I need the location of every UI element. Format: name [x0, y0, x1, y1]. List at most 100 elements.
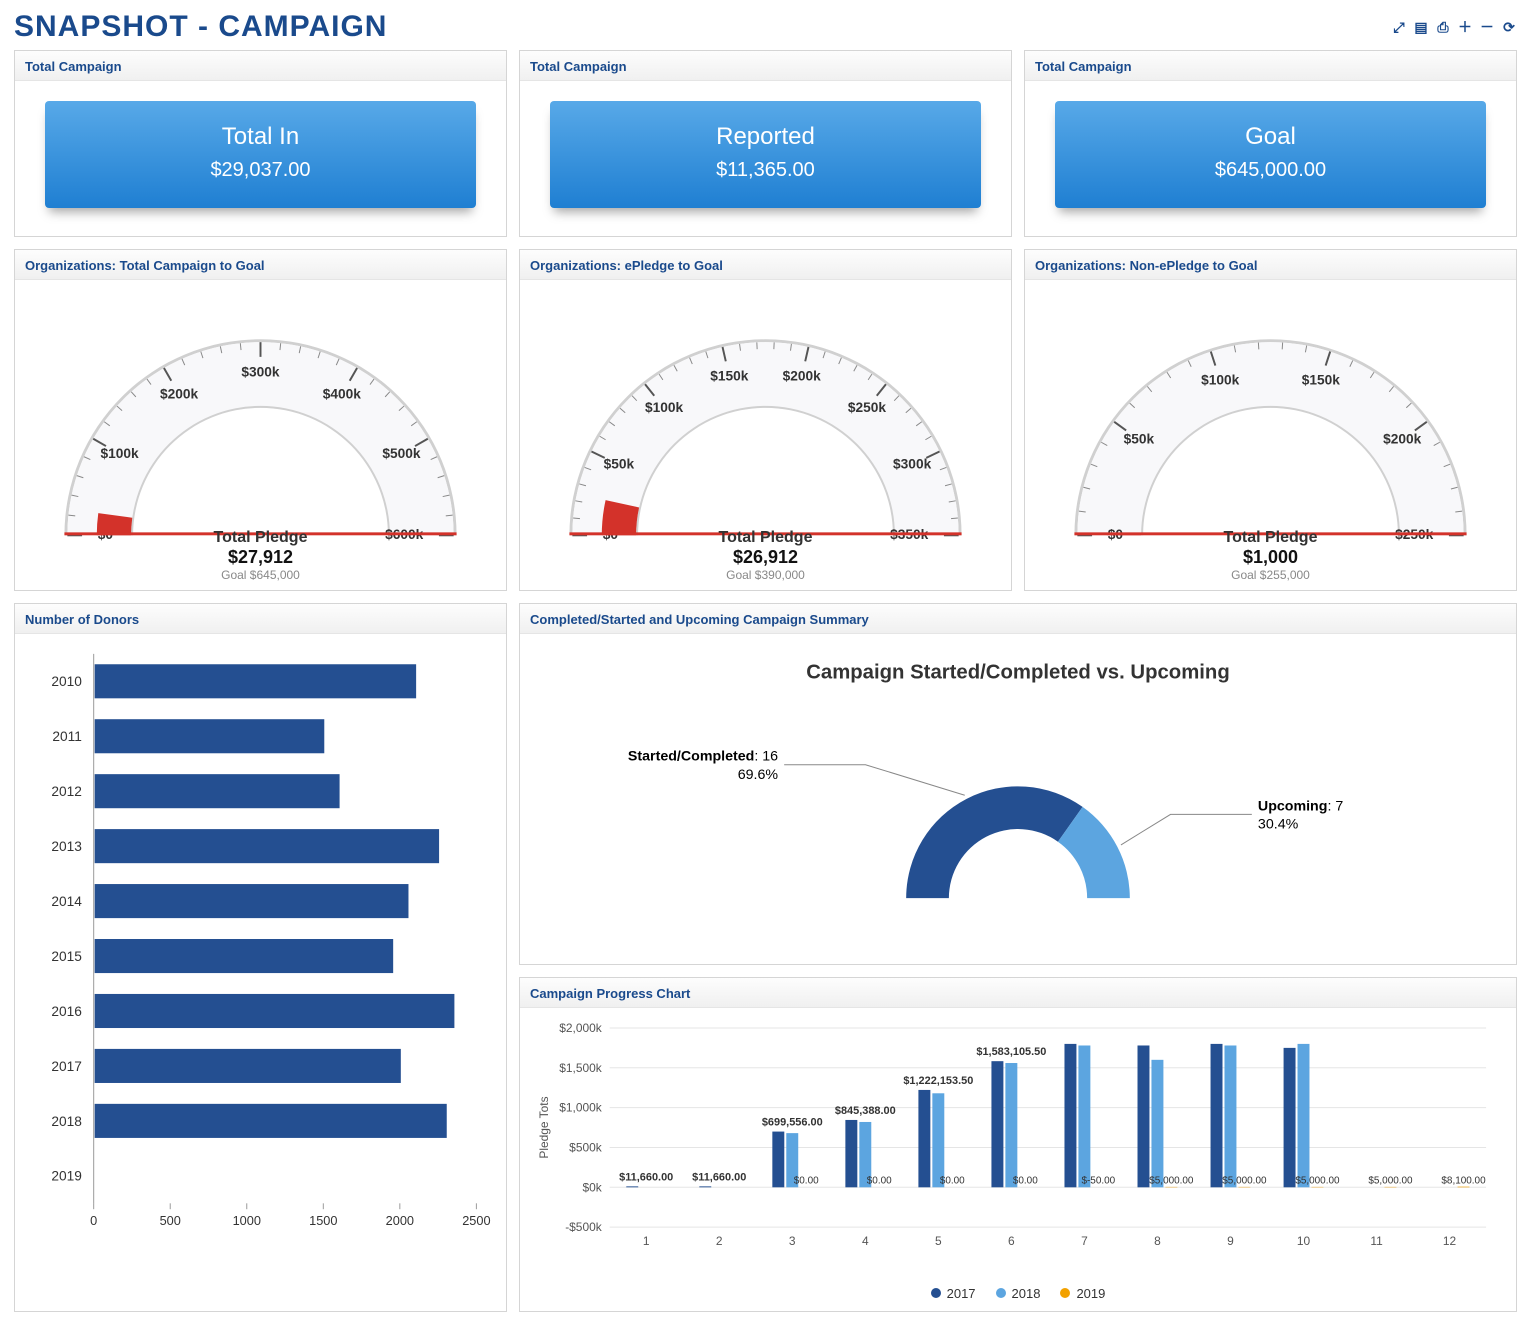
panel-header: Total Campaign — [520, 51, 1011, 81]
bar[interactable] — [1138, 1045, 1150, 1187]
svg-text:2014: 2014 — [51, 894, 82, 909]
bar[interactable] — [95, 994, 455, 1028]
svg-text:$1,000k: $1,000k — [559, 1101, 602, 1115]
bar[interactable] — [1064, 1044, 1076, 1187]
svg-text:$300k: $300k — [893, 457, 932, 472]
svg-text:Campaign Started/Completed vs.: Campaign Started/Completed vs. Upcoming — [806, 662, 1230, 684]
gauge-value: $1,000 — [1035, 547, 1506, 568]
refresh-icon[interactable]: ⟳ — [1501, 19, 1517, 35]
svg-text:$1,500k: $1,500k — [559, 1061, 602, 1075]
legend-item[interactable]: 2017 — [931, 1286, 976, 1301]
expand-icon[interactable]: ⤢ — [1391, 19, 1407, 35]
panel-body: $0$50k$100k$150k$200k$250k$300k$350kTota… — [520, 280, 1011, 590]
legend-item[interactable]: 2019 — [1060, 1286, 1105, 1301]
svg-text:2019: 2019 — [51, 1169, 82, 1184]
dashboard-panel: Total Campaign Total In $29,037.00 — [14, 50, 507, 237]
bar[interactable] — [845, 1120, 857, 1187]
svg-text:$100k: $100k — [100, 446, 139, 461]
remove-icon[interactable]: － — [1479, 19, 1495, 35]
dashboard-panel: Number of Donors201020112012201320142015… — [14, 603, 507, 1312]
page-title: SNAPSHOT - CAMPAIGN — [14, 10, 387, 44]
svg-text:$100k: $100k — [1201, 372, 1240, 387]
legend-item[interactable]: 2018 — [996, 1286, 1041, 1301]
panel-header: Campaign Progress Chart — [520, 978, 1516, 1008]
chart-legend: 2017 2018 2019 — [530, 1282, 1506, 1301]
svg-text:2015: 2015 — [51, 949, 82, 964]
gauge-value: $27,912 — [25, 547, 496, 568]
gauge-label: Total Pledge — [1035, 529, 1506, 547]
bar[interactable] — [1224, 1045, 1236, 1187]
donut-slice[interactable] — [906, 786, 1082, 898]
svg-text:$500k: $500k — [569, 1140, 602, 1154]
panel-body: Campaign Started/Completed vs. Upcoming S… — [520, 634, 1516, 964]
dashboard-panel: Total Campaign Goal$645,000.00 — [1024, 50, 1517, 237]
svg-text:$250k: $250k — [848, 400, 887, 415]
kpi-card: Total In $29,037.00 — [45, 101, 476, 208]
dashboard-panel: Organizations: ePledge to Goal$0$50k$100… — [519, 249, 1012, 591]
svg-text:$0.00: $0.00 — [867, 1175, 892, 1186]
bar[interactable] — [1078, 1045, 1090, 1187]
bar[interactable] — [1284, 1048, 1296, 1187]
svg-text:2018: 2018 — [51, 1114, 82, 1129]
svg-text:$2,000k: $2,000k — [559, 1021, 602, 1035]
add-icon[interactable]: ＋ — [1457, 19, 1473, 35]
bar[interactable] — [991, 1061, 1003, 1187]
bar[interactable] — [1005, 1063, 1017, 1187]
bar[interactable] — [1458, 1187, 1470, 1188]
print-icon[interactable]: ⎙ — [1435, 19, 1451, 35]
kpi-card: Goal$645,000.00 — [1055, 101, 1486, 208]
bar[interactable] — [918, 1090, 930, 1187]
panel-header: Organizations: Non-ePledge to Goal — [1025, 250, 1516, 280]
bar[interactable] — [699, 1186, 711, 1187]
svg-text:$0.00: $0.00 — [1013, 1175, 1038, 1186]
svg-text:1000: 1000 — [233, 1213, 261, 1228]
bar[interactable] — [95, 664, 416, 698]
panel-body: $0$100k$200k$300k$400k$500k$600kTotal Pl… — [15, 280, 506, 590]
panel-header: Number of Donors — [15, 604, 506, 634]
svg-text:2016: 2016 — [51, 1004, 82, 1019]
bar[interactable] — [932, 1093, 944, 1187]
panel-header: Organizations: ePledge to Goal — [520, 250, 1011, 280]
svg-text:Upcoming: 7: Upcoming: 7 — [1258, 798, 1343, 814]
svg-text:$0k: $0k — [582, 1180, 601, 1194]
panel-body: $0$50k$100k$150k$200k$250kTotal Pledge$1… — [1025, 280, 1516, 590]
svg-text:$8,100.00: $8,100.00 — [1441, 1175, 1486, 1186]
bar[interactable] — [1298, 1044, 1310, 1187]
svg-text:2500: 2500 — [462, 1213, 490, 1228]
panel-header: Total Campaign — [15, 51, 506, 81]
svg-text:$0.00: $0.00 — [940, 1175, 965, 1186]
svg-text:500: 500 — [160, 1213, 181, 1228]
bar[interactable] — [1151, 1060, 1163, 1187]
bar[interactable] — [95, 939, 393, 973]
view-icon[interactable]: ▤ — [1413, 19, 1429, 35]
panel-body: 2010201120122013201420152016201720182019… — [15, 634, 506, 1258]
svg-text:$300k: $300k — [241, 364, 280, 379]
bar[interactable] — [626, 1186, 638, 1187]
svg-text:2000: 2000 — [386, 1213, 414, 1228]
kpi-value: $11,365.00 — [560, 159, 971, 182]
svg-text:Started/Completed: 16: Started/Completed: 16 — [628, 749, 778, 765]
bar[interactable] — [95, 774, 340, 808]
bar[interactable] — [772, 1132, 784, 1188]
svg-text:Pledge Tots: Pledge Tots — [537, 1096, 551, 1158]
gauge-goal: Goal $390,000 — [530, 568, 1001, 582]
gauge-label: Total Pledge — [25, 529, 496, 547]
svg-text:$1,222,153.50: $1,222,153.50 — [903, 1075, 973, 1087]
bar[interactable] — [95, 1049, 401, 1083]
bar[interactable] — [1211, 1044, 1223, 1187]
panel-body: Goal$645,000.00 — [1025, 81, 1516, 236]
svg-text:$-50.00: $-50.00 — [1081, 1175, 1115, 1186]
bar[interactable] — [95, 884, 409, 918]
dashboard-panel: Organizations: Non-ePledge to Goal$0$50k… — [1024, 249, 1517, 591]
bar[interactable] — [95, 719, 325, 753]
gauge-goal: Goal $255,000 — [1035, 568, 1506, 582]
kpi-title: Total In — [55, 123, 466, 151]
panel-header: Completed/Started and Upcoming Campaign … — [520, 604, 1516, 634]
panel-header: Total Campaign — [1025, 51, 1516, 81]
bar[interactable] — [95, 1104, 447, 1138]
bar[interactable] — [95, 829, 439, 863]
svg-text:$150k: $150k — [710, 369, 749, 384]
panel-body: Total In $29,037.00 — [15, 81, 506, 236]
svg-text:$11,660.00: $11,660.00 — [692, 1171, 746, 1183]
kpi-value: $29,037.00 — [55, 159, 466, 182]
